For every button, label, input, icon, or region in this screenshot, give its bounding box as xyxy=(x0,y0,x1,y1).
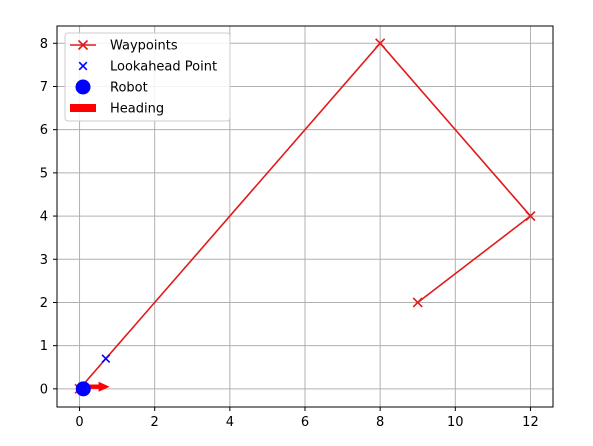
y-tick-label: 6 xyxy=(40,123,48,138)
y-tick-label: 8 xyxy=(40,37,48,52)
waypoint-marker xyxy=(412,297,423,308)
y-tick-label: 7 xyxy=(40,80,48,95)
legend-waypoints-marker xyxy=(77,39,89,51)
waypoint-marker xyxy=(525,211,536,222)
y-tick-label: 3 xyxy=(40,253,48,268)
waypoints-line xyxy=(78,42,532,390)
x-tick-label: 8 xyxy=(376,415,384,430)
x-tick-label: 10 xyxy=(447,415,464,430)
y-tick-label: 1 xyxy=(40,339,48,354)
y-tick-label: 4 xyxy=(40,210,48,225)
y-tick-label: 5 xyxy=(40,166,48,181)
legend-box xyxy=(64,32,231,122)
x-tick-label: 12 xyxy=(522,415,539,430)
y-tick-label: 2 xyxy=(40,296,48,311)
x-tick-label: 0 xyxy=(75,415,83,430)
waypoint-marker xyxy=(375,38,386,49)
legend-robot-marker xyxy=(75,79,91,95)
y-tick-label: 0 xyxy=(40,382,48,397)
x-tick-label: 2 xyxy=(151,415,159,430)
legend-entry-label: Heading xyxy=(110,102,164,117)
plot-series xyxy=(74,38,536,397)
legend-entry-label: Robot xyxy=(110,81,148,96)
legend-heading-patch xyxy=(70,104,96,112)
legend-entry-label: Waypoints xyxy=(110,39,178,54)
lookahead-point-marker xyxy=(101,354,111,363)
x-tick-label: 4 xyxy=(226,415,234,430)
legend-entry-label: Lookahead Point xyxy=(110,60,217,75)
heading-arrow xyxy=(83,381,110,392)
x-tick-label: 6 xyxy=(301,415,309,430)
robot-marker xyxy=(75,381,91,397)
legend-lookahead-marker xyxy=(78,61,88,71)
legend: Waypoints Lookahead Point Robot Heading xyxy=(64,32,231,122)
